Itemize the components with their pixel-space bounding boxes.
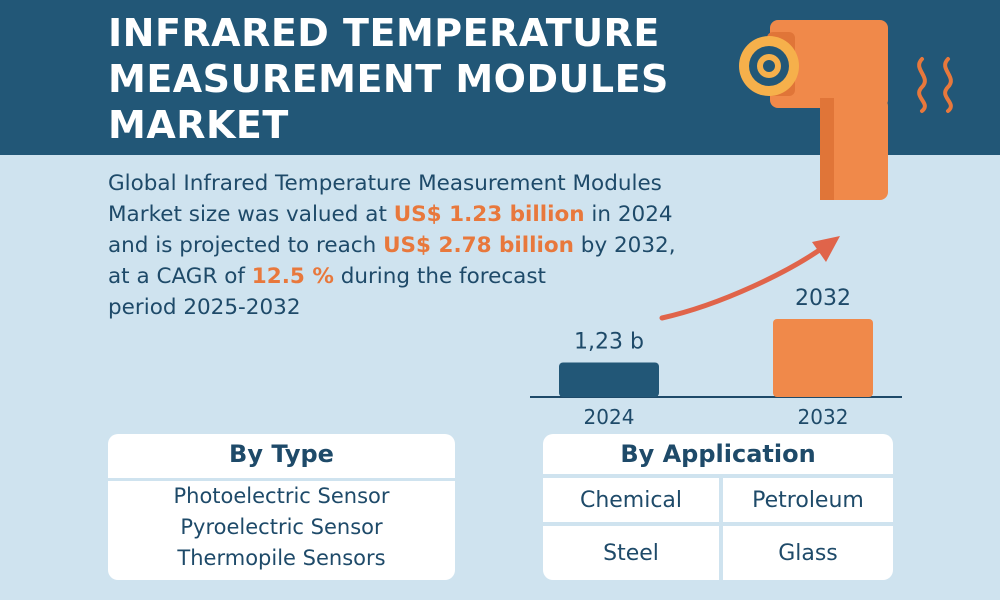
application-item: Glass: [723, 526, 893, 580]
title-line-2: MEASUREMENT MODULES: [108, 57, 669, 101]
summary-text: by 2032,: [573, 233, 676, 258]
cagr-value: 12.5 %: [251, 264, 334, 289]
type-item: Photoelectric Sensor: [173, 484, 390, 508]
summary-text: Market size was valued at: [108, 202, 394, 227]
summary-text: at a CAGR of: [108, 264, 252, 289]
market-summary: Global Infrared Temperature Measurement …: [108, 168, 788, 323]
by-application-panel: By Application: [543, 434, 893, 474]
by-type-panel: By Type Photoelectric Sensor Pyroelectri…: [108, 434, 455, 580]
type-item: Pyroelectric Sensor: [180, 515, 383, 539]
application-item: Chemical: [543, 478, 719, 522]
summary-line-3: and is projected to reach US$ 2.78 billi…: [108, 230, 788, 261]
application-item: Steel: [543, 526, 719, 580]
application-item: Petroleum: [723, 478, 893, 522]
thermometer-gun-icon: [739, 20, 888, 200]
summary-line-5: period 2025-2032: [108, 295, 301, 320]
heat-waves-icon: [917, 57, 953, 113]
type-item: Thermopile Sensors: [177, 546, 386, 570]
summary-line-2: Market size was valued at US$ 1.23 billi…: [108, 199, 788, 230]
page-title: INFRARED TEMPERATURE MEASUREMENT MODULES…: [108, 10, 748, 148]
summary-text: and is projected to reach: [108, 233, 384, 258]
summary-text: during the forecast: [333, 264, 546, 289]
title-line-3: MARKET: [108, 103, 289, 147]
summary-line-1: Global Infrared Temperature Measurement …: [108, 171, 662, 196]
by-application-title: By Application: [620, 440, 816, 468]
divider: [108, 478, 455, 481]
summary-line-4: at a CAGR of 12.5 % during the forecast: [108, 261, 788, 292]
summary-text: in 2024: [584, 202, 673, 227]
title-line-1: INFRARED TEMPERATURE: [108, 11, 660, 55]
value-2032: US$ 2.78 billion: [383, 233, 574, 258]
by-type-title: By Type: [229, 440, 334, 468]
value-2024: US$ 1.23 billion: [393, 202, 585, 227]
